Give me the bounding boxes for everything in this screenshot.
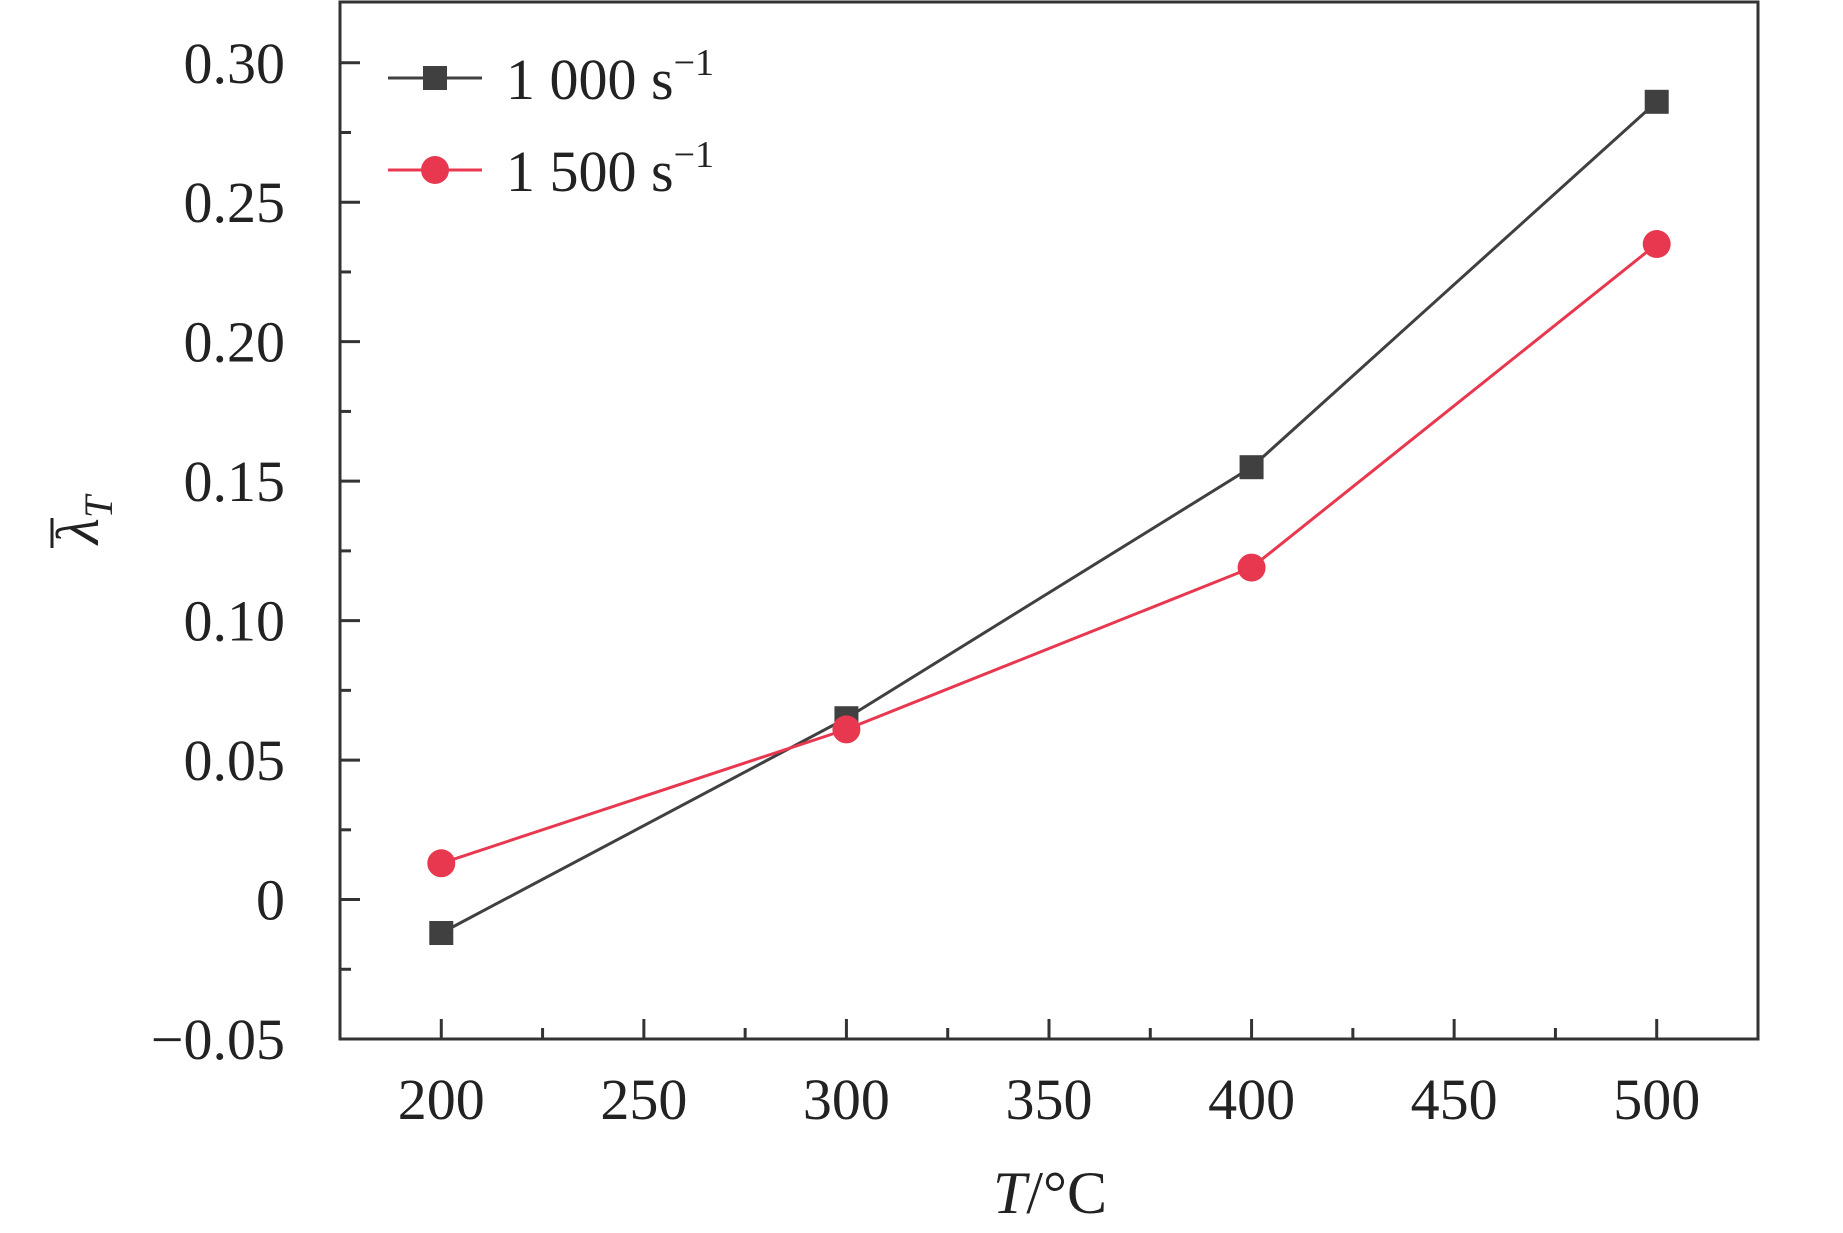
series-line-1 (440, 100, 1658, 935)
y-tick-label: 0.15 (184, 449, 286, 514)
data-point-circle (1237, 553, 1266, 582)
x-tick-label: 350 (1006, 1067, 1093, 1132)
legend-label-1: 1 000 s−1 (506, 42, 714, 112)
x-tick-label: 300 (803, 1067, 890, 1132)
x-tick-label: 250 (600, 1067, 687, 1132)
legend-marker-square (423, 66, 447, 90)
legend-label-2: 1 500 s−1 (506, 134, 714, 204)
x-tick-label: 450 (1411, 1067, 1498, 1132)
axes-layer: 200 250 300 350 400 450 500 −0.05 0 0.05 0.10 0.15 0… (151, 0, 1760, 1132)
y-tick-label: 0.30 (184, 31, 286, 96)
data-point-square (1239, 455, 1264, 480)
x-axis-title: T/°C (993, 1160, 1107, 1226)
data-point-circle (1642, 230, 1671, 259)
y-axis-title-symbol: λ (45, 518, 111, 546)
y-axis-title-subscript: T (76, 493, 121, 518)
data-point-square (1644, 89, 1669, 114)
y-tick-label: 0.05 (184, 728, 286, 793)
y-tick-label: 0.20 (184, 310, 286, 375)
x-tick-label: 200 (398, 1067, 485, 1132)
y-axis-title: λT (45, 493, 121, 548)
series-layer (427, 89, 1671, 946)
svg-text:λT: λT (45, 493, 121, 546)
x-tick-label: 500 (1613, 1067, 1700, 1132)
x-tick-label: 400 (1208, 1067, 1295, 1132)
y-tick-label: −0.05 (151, 1007, 285, 1072)
data-point-circle (427, 849, 456, 878)
series-line-2 (440, 242, 1658, 865)
legend-marker-circle (421, 156, 449, 184)
y-tick-label: 0.25 (184, 170, 286, 235)
y-tick-label: 0 (256, 868, 285, 933)
legend: 1 000 s−1 1 500 s−1 (388, 42, 714, 204)
data-point-circle (832, 715, 861, 744)
data-point-square (429, 921, 454, 946)
y-tick-label: 0.10 (184, 589, 286, 654)
